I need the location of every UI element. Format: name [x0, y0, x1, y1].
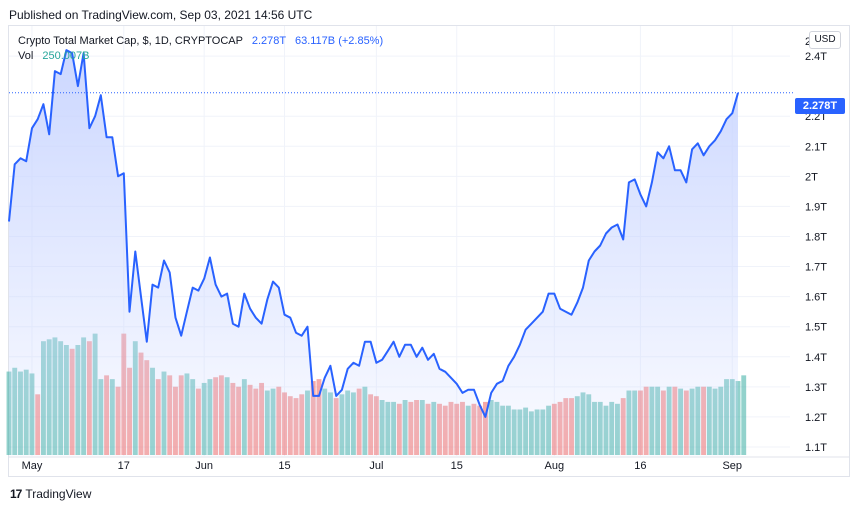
x-axis: May 17 Jun 15 Jul 15 Aug 16 Sep: [9, 456, 850, 472]
x-tick-label: May: [22, 460, 43, 472]
y-tick-label: 1.5T: [805, 322, 827, 334]
chart-frame: [8, 25, 850, 477]
y-tick-label: 2.2T: [805, 111, 827, 123]
y-tick-label: 1.8T: [805, 231, 827, 243]
tradingview-brand[interactable]: 17 TradingView: [10, 487, 91, 501]
tradingview-logo-icon: 17: [10, 487, 22, 501]
currency-button[interactable]: USD: [809, 31, 841, 49]
x-tick-label: Jun: [195, 460, 213, 472]
x-tick-label: Aug: [545, 460, 565, 472]
y-tick-label: 1.4T: [805, 352, 827, 364]
legend: Crypto Total Market Cap, $, 1D, CRYPTOCA…: [18, 34, 383, 64]
market-cap-area: [9, 50, 738, 456]
y-tick-label: 2.1T: [805, 141, 827, 153]
x-tick-label: 16: [634, 460, 646, 472]
volume-bar: [741, 375, 747, 455]
legend-price: 2.278T: [251, 35, 286, 47]
y-tick-label: 1.3T: [805, 382, 827, 394]
legend-vol-label[interactable]: Vol: [18, 50, 34, 62]
x-tick-label: 17: [118, 460, 130, 472]
legend-vol-value: 250.007B: [42, 50, 90, 62]
y-axis: 2.4T 2.2T 2.1T 2T 1.9T 1.8T 1.7T 1.6T 1.5T 1.4T 1.…: [805, 36, 827, 454]
y-tick-label: 1.1T: [805, 442, 827, 454]
legend-symbol[interactable]: Crypto Total Market Cap, $, 1D, CRYPTOCA…: [18, 35, 243, 47]
legend-change: 63.117B (+2.85%): [294, 35, 384, 47]
y-tick-label-partial: 2: [805, 36, 811, 48]
y-tick-label: 1.2T: [805, 412, 827, 424]
x-tick-label: 15: [278, 460, 290, 472]
brand-name: TradingView: [25, 487, 92, 501]
market-cap-line: [8, 49, 739, 418]
published-note: Published on TradingView.com, Sep 03, 20…: [9, 8, 313, 22]
y-tick-label: 1.9T: [805, 201, 827, 213]
y-tick-label: 1.7T: [805, 262, 827, 274]
y-tick-label: 1.6T: [805, 292, 827, 304]
x-tick-label: Jul: [369, 460, 383, 472]
x-tick-label: 15: [451, 460, 463, 472]
y-tick-label: 2.4T: [805, 51, 827, 63]
x-tick-label: Sep: [722, 460, 742, 472]
y-tick-label: 2T: [805, 171, 818, 183]
last-price-tag: 2.278T: [795, 98, 845, 114]
